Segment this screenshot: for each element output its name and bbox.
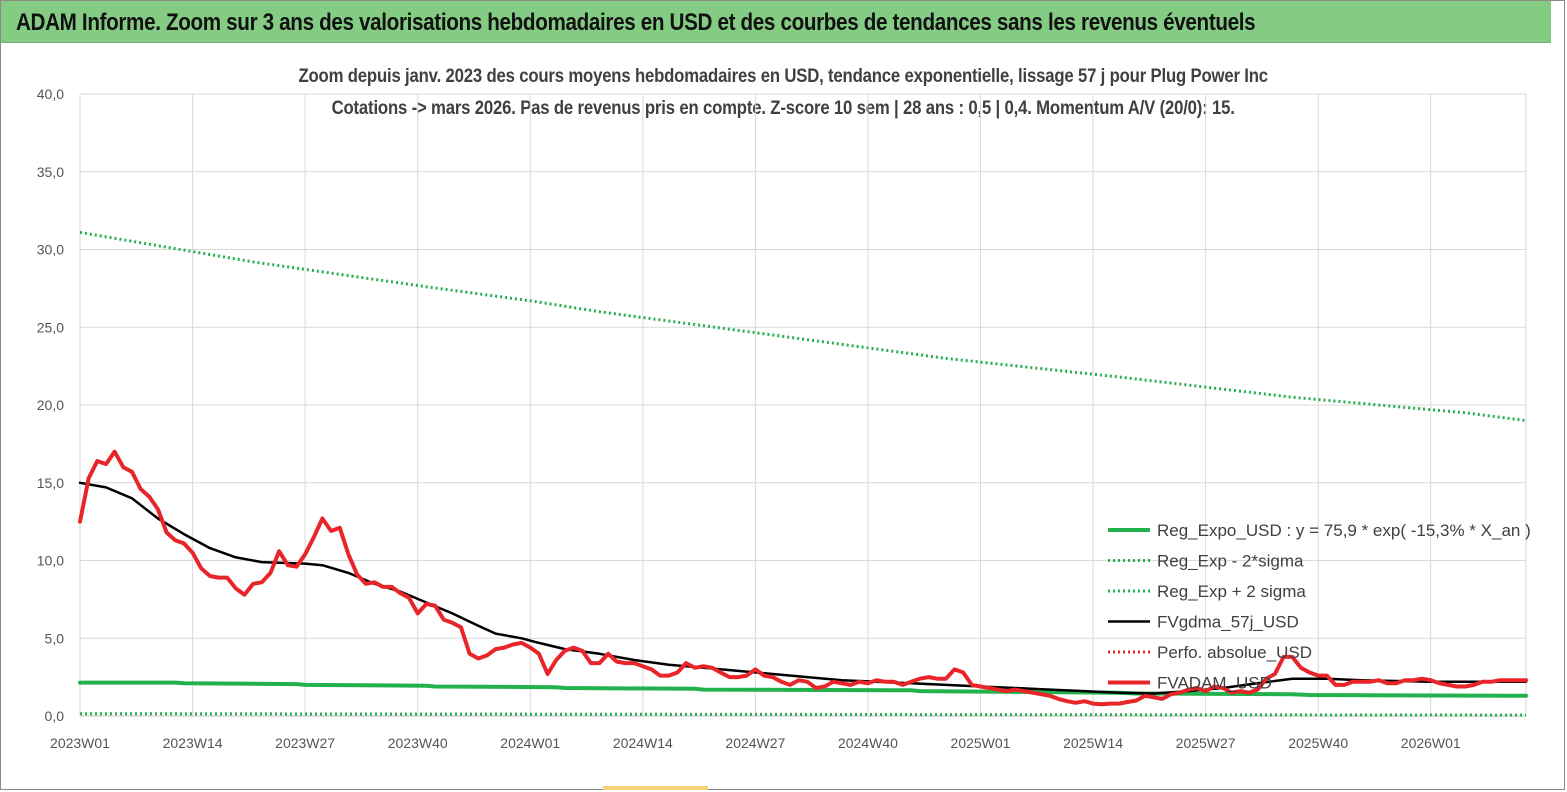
x-tick-label: 2023W14 (163, 735, 223, 751)
y-tick-label: 5,0 (45, 630, 65, 646)
x-tick-label: 2025W27 (1176, 735, 1236, 751)
x-tick-label: 2025W01 (951, 735, 1011, 751)
series-lines (78, 230, 1528, 717)
y-tick-label: 40,0 (37, 86, 64, 102)
x-tick-label: 2023W27 (275, 735, 335, 751)
x-tick-label: 2023W40 (388, 735, 448, 751)
series-line-5 (78, 449, 1528, 707)
x-tick-label: 2024W27 (725, 735, 785, 751)
y-tick-label: 30,0 (37, 242, 64, 258)
y-tick-label: 10,0 (37, 553, 64, 569)
legend-label: Reg_Expo_USD : y = 75,9 * exp( -15,3% * … (1157, 521, 1531, 540)
scroll-marker (603, 786, 708, 790)
legend-label: FVgdma_57j_USD (1157, 613, 1299, 632)
x-tick-label: 2024W14 (613, 735, 673, 751)
legend-label: Reg_Exp + 2 sigma (1157, 582, 1306, 601)
legend-label: FVADAM_USD (1157, 674, 1272, 693)
header-bar: ADAM Informe. Zoom sur 3 ans des valoris… (1, 1, 1551, 43)
chart-subtitle: Cotations -> mars 2026. Pas de revenus p… (331, 98, 1235, 119)
series-line-2 (79, 230, 1527, 423)
legend-label: Perfo. absolue_USD (1157, 643, 1312, 662)
grid (79, 93, 1527, 717)
y-tick-label: 0,0 (45, 708, 65, 724)
y-tick-label: 15,0 (37, 475, 64, 491)
x-tick-label: 2024W01 (500, 735, 560, 751)
y-tick-label: 25,0 (37, 319, 64, 335)
x-tick-label: 2025W14 (1063, 735, 1123, 751)
series-line-0 (78, 680, 1528, 698)
x-tick-label: 2023W01 (50, 735, 110, 751)
series-line-1 (79, 712, 1527, 717)
x-tick-label: 2025W40 (1288, 735, 1348, 751)
x-axis-ticks: 2023W01 2023W14 2023W27 2023W40 2024W01 2024W… (50, 735, 1461, 751)
y-tick-label: 35,0 (37, 164, 64, 180)
x-tick-label: 2024W40 (838, 735, 898, 751)
y-axis-ticks: 0,0 5,0 10,0 15,0 20,0 25,0 30,0 35,0 40,0 (37, 86, 64, 724)
page-title: ADAM Informe. Zoom sur 3 ans des valoris… (16, 9, 1256, 36)
y-tick-label: 20,0 (37, 397, 64, 413)
chart-title: Zoom depuis janv. 2023 des cours moyens … (298, 66, 1268, 87)
legend-label: Reg_Exp - 2*sigma (1157, 552, 1304, 571)
legend: Reg_Expo_USD : y = 75,9 * exp( -15,3% * … (1108, 521, 1531, 693)
x-tick-label: 2026W01 (1401, 735, 1461, 751)
